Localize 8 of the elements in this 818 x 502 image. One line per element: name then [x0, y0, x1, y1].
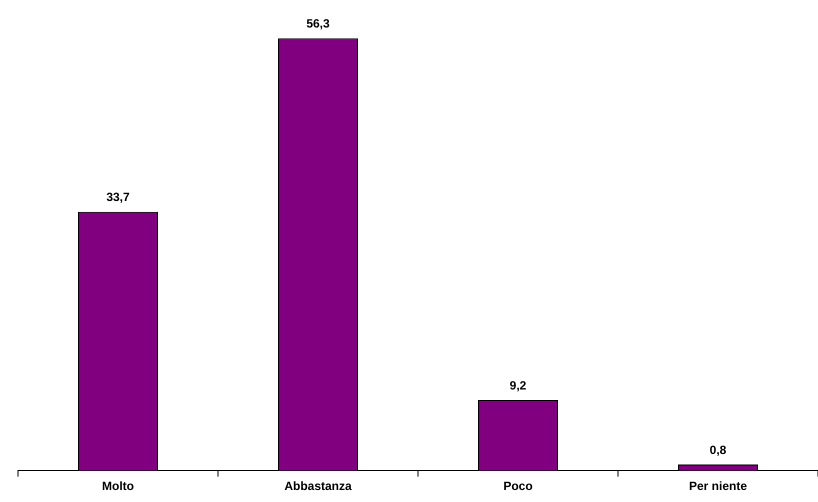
x-tick-label: Abbastanza — [284, 479, 352, 494]
data-label: 9,2 — [510, 378, 527, 392]
data-label: 0,8 — [710, 442, 727, 457]
x-tick-label: Per niente — [688, 479, 748, 494]
x-tick-label: Molto — [102, 479, 134, 494]
data-label: 33,7 — [106, 190, 130, 204]
data-label: 56,3 — [306, 16, 330, 31]
x-tick-label: Poco — [503, 479, 533, 494]
